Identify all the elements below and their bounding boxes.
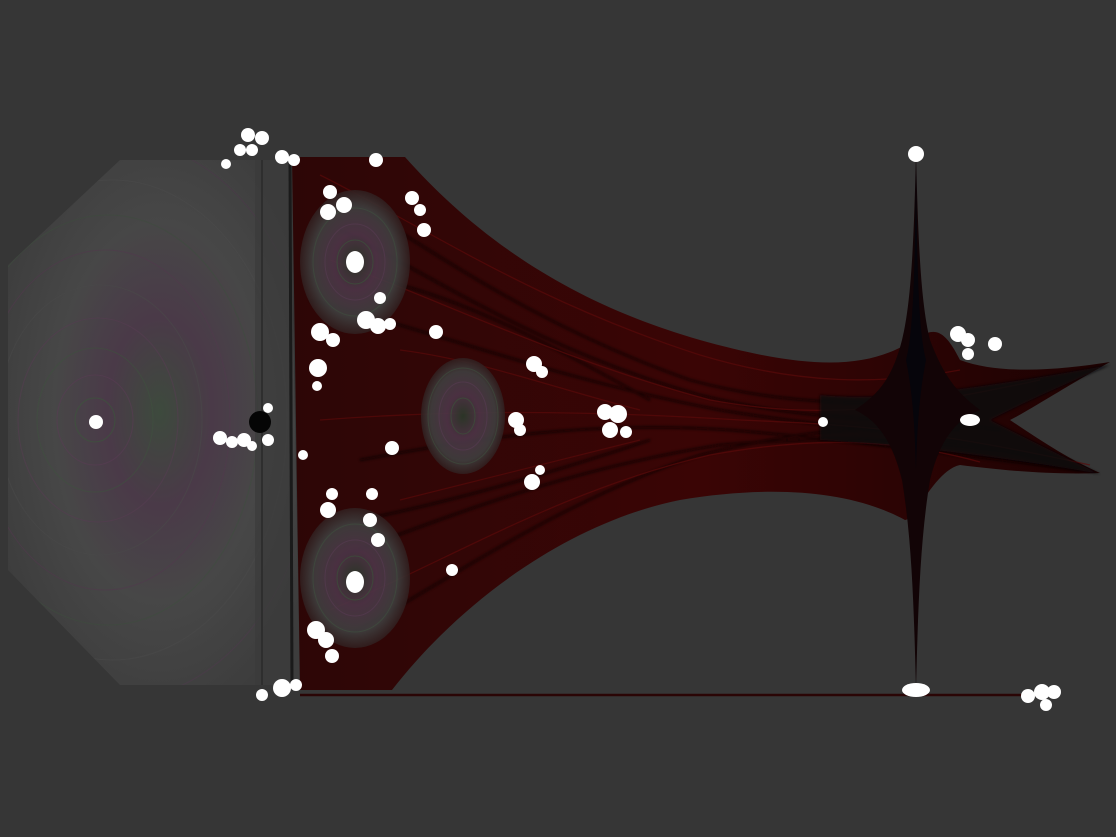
particle-cluster-top-left	[221, 128, 383, 169]
particle-upper-center	[346, 251, 364, 273]
left-octagon-phase-region	[8, 159, 300, 689]
particle-lower-center	[346, 571, 364, 593]
center-vortex-region	[421, 358, 505, 474]
particle-cluster-right	[950, 326, 1061, 711]
trumpet-flow-region	[292, 157, 1110, 690]
particle-spike-top	[908, 146, 924, 162]
particle-cluster-left-mid	[213, 403, 399, 460]
particle-cloud	[89, 128, 1061, 711]
particle-cluster-lower	[256, 488, 458, 701]
particle-cluster-center	[508, 356, 632, 490]
particle-flow-single	[818, 417, 828, 427]
particle-spike-bottom	[902, 683, 930, 697]
black-equilibrium-point	[249, 411, 271, 433]
particle-cluster-upper	[309, 185, 443, 391]
particle-left-center	[89, 415, 103, 429]
